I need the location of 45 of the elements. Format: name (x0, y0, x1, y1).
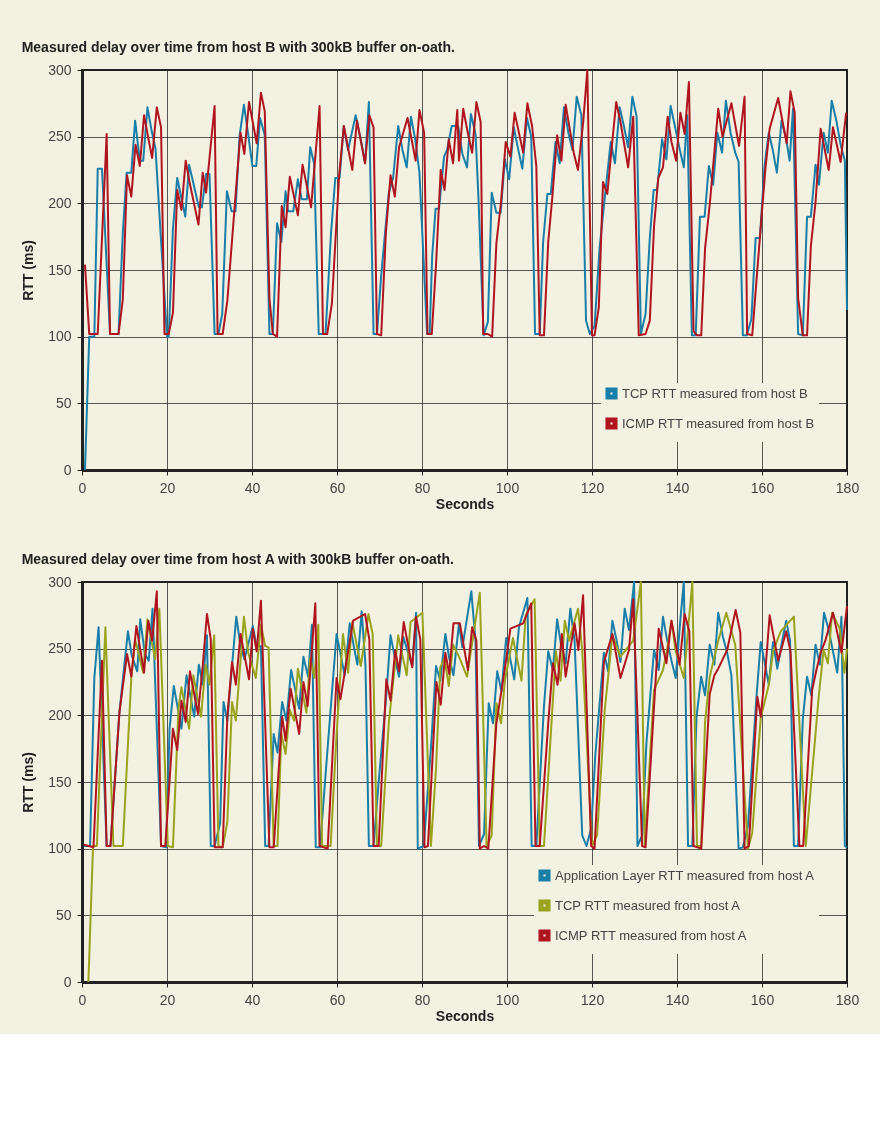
chart-title: Measured delay over time from host B with 300kB buffer on-oath. (21, 39, 455, 55)
x-tick-label: 180 (835, 991, 860, 1008)
y-tick-label: 100 (48, 840, 72, 857)
x-tick-label: 160 (750, 991, 775, 1008)
x-tick-label: 60 (329, 479, 346, 496)
x-axis-title: Seconds (435, 495, 495, 512)
x-tick-label: 80 (414, 991, 431, 1008)
x-tick-label: 180 (835, 479, 860, 496)
legend-label: ICMP RTT measured from host A (555, 927, 747, 943)
legend-label: TCP RTT measured from host A (555, 897, 741, 913)
chart-title: Measured delay over time from host A with 300kB buffer on-oath. (21, 551, 454, 567)
x-tick-label: 140 (665, 479, 690, 496)
x-tick-label: 100 (495, 991, 520, 1008)
x-tick-label: 20 (159, 991, 176, 1008)
legend-label: TCP RTT measured from host B (622, 385, 808, 401)
x-tick-label: 60 (329, 991, 346, 1008)
legend-label: Application Layer RTT measured from host A (555, 867, 815, 883)
y-tick-label: 0 (63, 461, 72, 478)
x-tick-label: 0 (78, 991, 87, 1008)
y-tick-label: 200 (48, 194, 72, 211)
x-tick-label: 120 (580, 479, 605, 496)
y-tick-label: 50 (55, 394, 72, 411)
y-tick-label: 0 (63, 973, 72, 990)
x-tick-label: 160 (750, 479, 775, 496)
y-tick-label: 300 (48, 573, 72, 590)
x-axis-title: Seconds (435, 1007, 495, 1024)
y-tick-label: 300 (48, 61, 72, 78)
y-axis-title: RTT (ms) (20, 752, 37, 813)
x-tick-label: 40 (244, 991, 261, 1008)
x-tick-label: 80 (414, 479, 431, 496)
y-tick-label: 250 (48, 640, 72, 657)
x-tick-label: 140 (665, 991, 690, 1008)
legend-label: ICMP RTT measured from host B (622, 415, 815, 431)
y-tick-label: 250 (48, 128, 72, 145)
x-tick-label: 20 (159, 479, 176, 496)
y-axis-title: RTT (ms) (20, 240, 37, 301)
y-tick-label: 150 (48, 773, 72, 790)
y-tick-label: 200 (48, 706, 72, 723)
x-tick-label: 0 (78, 479, 87, 496)
x-tick-label: 100 (495, 479, 520, 496)
y-tick-label: 50 (55, 906, 72, 923)
x-tick-label: 40 (244, 479, 261, 496)
x-tick-label: 120 (580, 991, 605, 1008)
y-tick-label: 100 (48, 328, 72, 345)
y-tick-label: 150 (48, 261, 72, 278)
